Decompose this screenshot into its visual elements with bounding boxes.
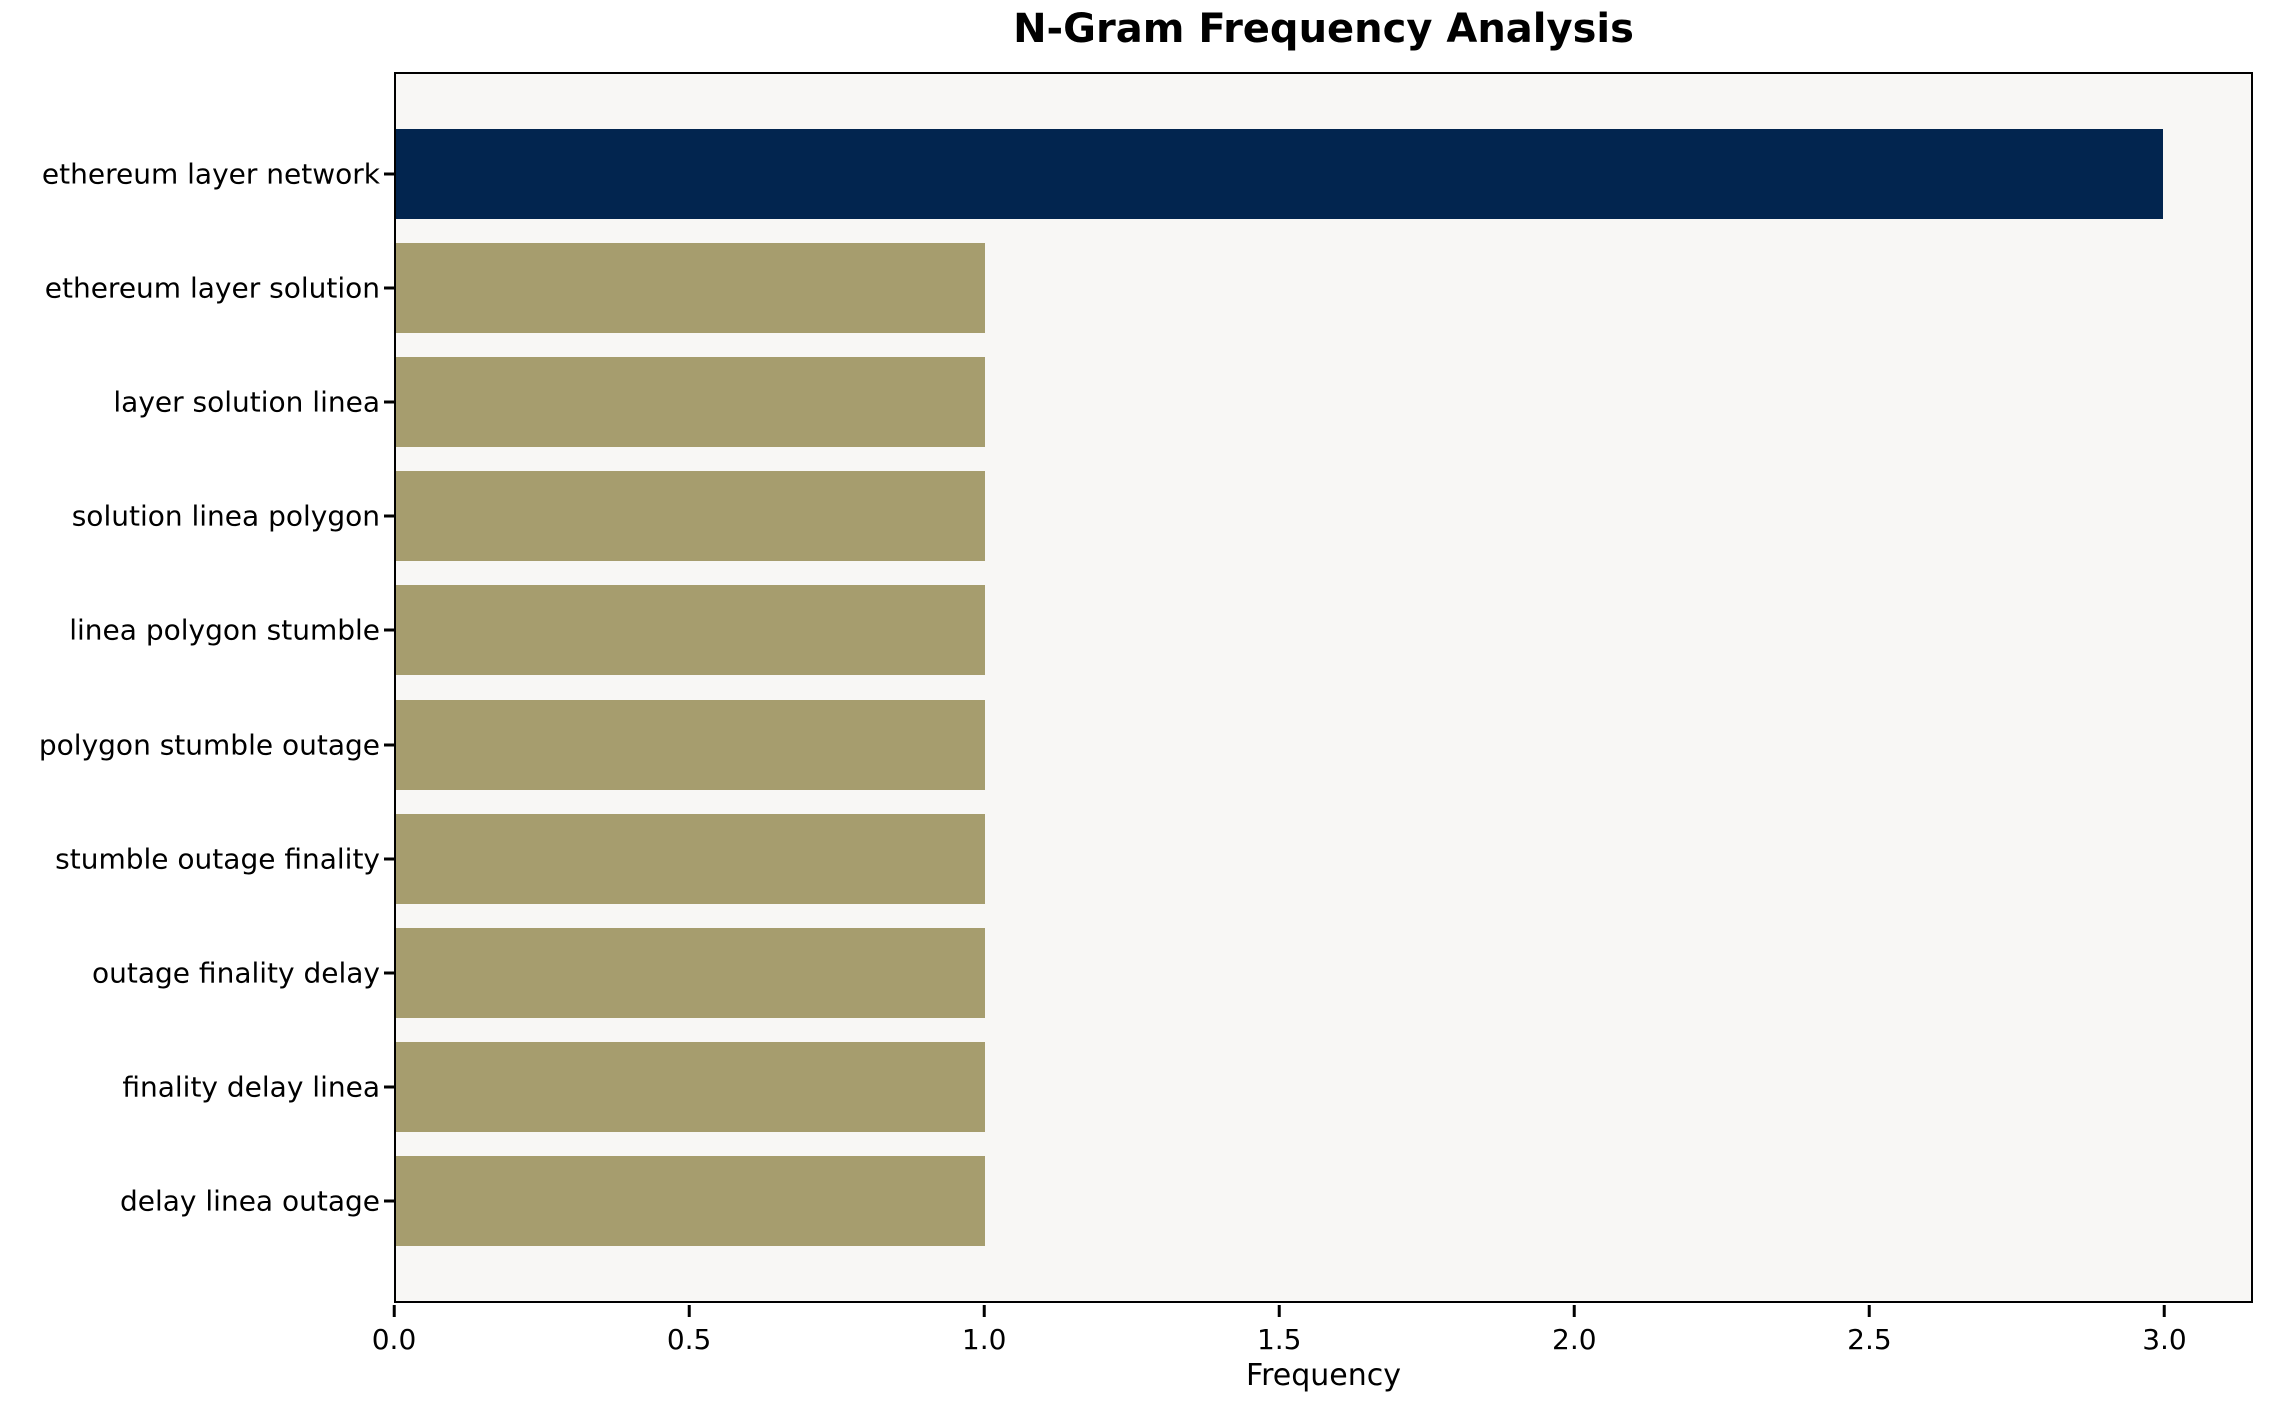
x-tick: 1.0	[961, 1305, 1007, 1356]
y-tick-label: delay linea outage	[119, 1184, 380, 1218]
x-tick: 0.0	[371, 1305, 417, 1356]
bar-row: ethereum layer solution	[45, 243, 2251, 334]
y-tick-label: finality delay linea	[122, 1070, 380, 1104]
bar-row: finality delay linea	[122, 1041, 2251, 1132]
x-tick: 2.5	[1847, 1305, 1892, 1356]
x-tick-mark	[1572, 1305, 1576, 1317]
y-tick-label: linea polygon stumble	[69, 613, 380, 647]
x-tick: 1.5	[1257, 1305, 1302, 1356]
bar	[396, 585, 985, 676]
bar-row: outage finality delay	[92, 927, 2251, 1018]
bar-row: linea polygon stumble	[69, 585, 2251, 676]
bar-row: ethereum layer network	[42, 129, 2251, 219]
y-tick-mark	[384, 1199, 394, 1203]
y-tick-mark	[384, 286, 394, 290]
x-tick-label: 0.0	[371, 1323, 417, 1356]
bar-row: stumble outage finality	[55, 813, 2251, 904]
bar	[396, 1155, 985, 1246]
bar	[396, 471, 985, 562]
x-tick-mark	[1867, 1305, 1871, 1317]
x-tick-label: 0.5	[666, 1323, 712, 1356]
bar-rows: ethereum layer network ethereum layer sol…	[39, 74, 2251, 1301]
y-tick-mark	[384, 971, 394, 975]
y-tick-label: polygon stumble outage	[38, 728, 380, 762]
y-tick-label: stumble outage finality	[55, 842, 380, 876]
plot-area: ethereum layer network ethereum layer sol…	[39, 72, 2253, 1303]
bar-row: polygon stumble outage	[39, 699, 2251, 790]
x-tick-label: 2.0	[1552, 1323, 1597, 1356]
bar-row: solution linea polygon	[72, 471, 2251, 562]
y-tick-label: outage finality delay	[92, 956, 380, 990]
bar	[396, 927, 985, 1018]
bar	[396, 243, 985, 334]
y-tick-label: ethereum layer network	[41, 157, 380, 191]
y-tick-mark	[384, 400, 394, 404]
x-tick-mark	[982, 1305, 986, 1317]
bar	[396, 1041, 985, 1132]
y-tick-mark	[384, 1085, 394, 1089]
bar-row: delay linea outage	[120, 1155, 2251, 1246]
x-tick-label: 3.0	[2142, 1323, 2187, 1356]
y-tick-label: ethereum layer solution	[44, 271, 380, 305]
bar	[396, 699, 985, 790]
x-tick-mark	[2162, 1305, 2166, 1317]
x-tick-label: 1.0	[961, 1323, 1007, 1356]
bar	[396, 813, 985, 904]
bar-row: layer solution linea	[113, 357, 2251, 448]
x-tick: 3.0	[2142, 1305, 2187, 1356]
x-tick-mark	[687, 1305, 691, 1317]
x-tick-mark	[392, 1305, 396, 1317]
y-tick-mark	[384, 172, 394, 176]
x-tick-mark	[1277, 1305, 1281, 1317]
y-tick-mark	[384, 514, 394, 518]
y-tick-label: layer solution linea	[113, 385, 380, 419]
y-tick-label: solution linea polygon	[71, 499, 380, 533]
y-tick-mark	[384, 628, 394, 632]
bar	[396, 357, 985, 448]
chart-title: N-Gram Frequency Analysis	[1013, 6, 1634, 52]
x-tick: 2.0	[1552, 1305, 1597, 1356]
bar	[396, 129, 2163, 219]
x-tick-label: 2.5	[1847, 1323, 1892, 1356]
y-tick-mark	[384, 743, 394, 747]
x-axis-label: Frequency	[1246, 1358, 1401, 1393]
x-tick-label: 1.5	[1256, 1323, 1302, 1356]
y-tick-mark	[384, 857, 394, 861]
x-tick: 0.5	[666, 1305, 712, 1356]
